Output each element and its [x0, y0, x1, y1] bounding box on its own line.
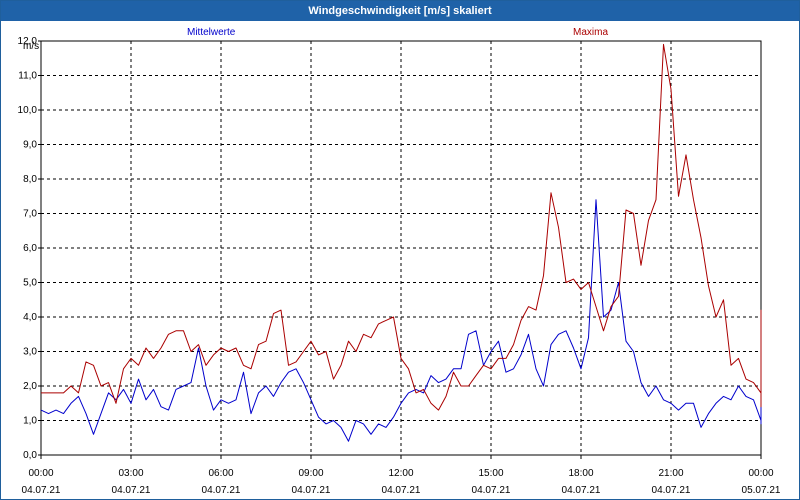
x-tick-time-label: 15:00	[478, 468, 503, 479]
x-tick-date-label: 04.07.21	[202, 485, 241, 496]
y-tick-label: 7,0	[23, 209, 37, 220]
x-tick-date-label: 04.07.21	[22, 485, 61, 496]
y-tick-label: 10,0	[18, 105, 38, 116]
wind-speed-chart: 0,0 1,0 2,0 3,0 4,0 5,0 6,0 7,0 8,0 9,0 10,0 11,0 12…	[18, 27, 781, 496]
x-tick-time-label: 00:00	[28, 468, 53, 479]
x-tick-time-label: 12:00	[388, 468, 413, 479]
y-tick-label: 3,0	[23, 347, 37, 358]
y-tick-label: 1,0	[23, 416, 37, 427]
series-line-mittelwerte	[40, 199, 762, 442]
y-tick-label: 12,0	[18, 36, 38, 47]
y-tick-label: 0,0	[23, 450, 37, 461]
series-layer	[40, 43, 762, 442]
x-tick-date-label: 04.07.21	[112, 485, 151, 496]
axes: 0,0 1,0 2,0 3,0 4,0 5,0 6,0 7,0 8,0 9,0 10,0 11,0 12…	[18, 36, 781, 496]
y-tick-label: 11,0	[18, 71, 37, 82]
x-tick-time-label: 03:00	[118, 468, 143, 479]
y-tick-label: 2,0	[23, 381, 37, 392]
y-tick-label: 8,0	[23, 174, 37, 185]
y-tick-label: 9,0	[23, 140, 37, 151]
y-axis-unit-label: m/s	[23, 41, 39, 52]
x-tick-date-label: 04.07.21	[292, 485, 331, 496]
x-tick-time-label: 18:00	[568, 468, 593, 479]
x-tick-date-label: 04.07.21	[382, 485, 421, 496]
x-tick-date-label: 05.07.21	[742, 485, 781, 496]
y-tick-label: 6,0	[23, 243, 37, 254]
legend-mittelwerte: Mittelwerte	[187, 27, 236, 38]
x-tick-date-label: 04.07.21	[472, 485, 511, 496]
grid	[41, 40, 761, 455]
x-tick-date-label: 04.07.21	[562, 485, 601, 496]
series-line-maxima	[41, 43, 762, 411]
x-tick-date-label: 04.07.21	[652, 485, 691, 496]
y-tick-label: 5,0	[23, 278, 37, 289]
x-tick-time-label: 06:00	[208, 468, 233, 479]
plot-frame	[40, 40, 762, 456]
window-title: Windgeschwindigkeit [m/s] skaliert	[1, 1, 799, 21]
legend-maxima: Maxima	[573, 27, 608, 38]
x-tick-time-label: 00:00	[748, 468, 773, 479]
y-tick-label: 4,0	[23, 312, 37, 323]
x-tick-time-label: 09:00	[298, 468, 323, 479]
x-tick-time-label: 21:00	[658, 468, 683, 479]
